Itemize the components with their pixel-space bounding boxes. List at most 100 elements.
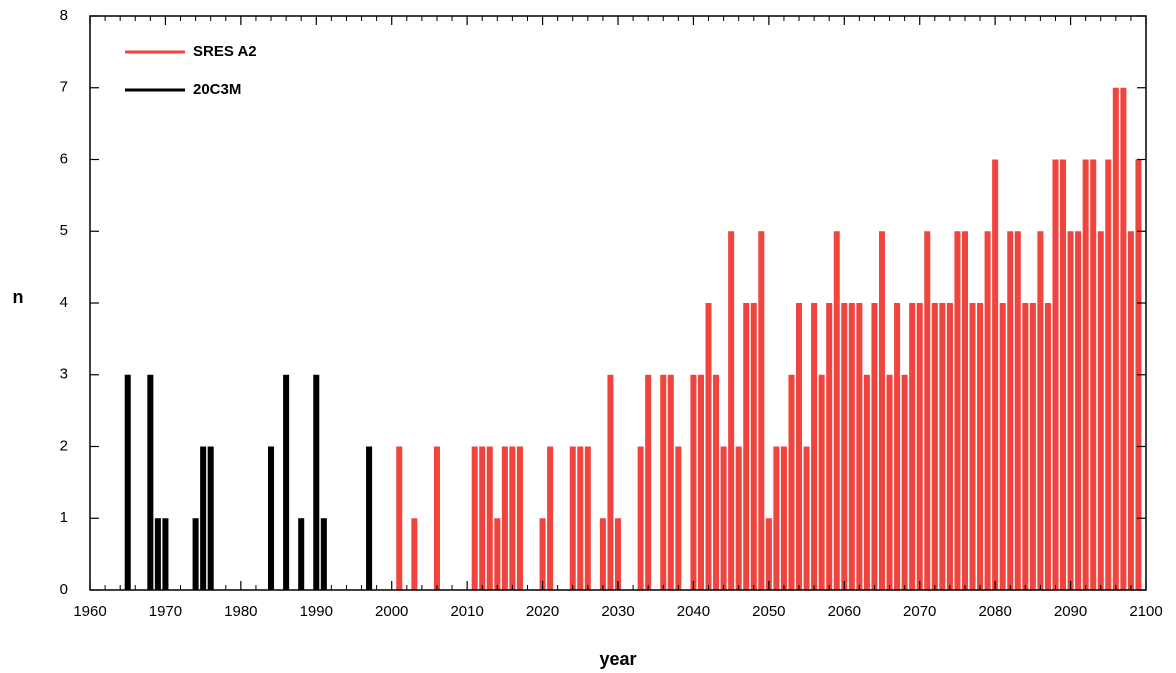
bar: [411, 518, 418, 590]
bar: [1097, 231, 1104, 590]
bar: [811, 303, 818, 590]
bar: [833, 231, 840, 590]
bar: [207, 446, 214, 590]
bar: [984, 231, 991, 590]
bar: [916, 303, 923, 590]
legend-label: 20C3M: [193, 81, 241, 98]
bar: [501, 446, 508, 590]
x-tick-label: 2050: [752, 603, 785, 620]
bar: [954, 231, 961, 590]
bar: [931, 303, 938, 590]
bar: [713, 374, 720, 590]
x-tick-label: 1960: [73, 603, 106, 620]
bar: [614, 518, 622, 590]
bar: [969, 303, 976, 590]
bar: [735, 446, 742, 590]
bar: [471, 446, 478, 590]
bar: [599, 518, 606, 590]
x-tick-label: 2070: [903, 603, 936, 620]
bar: [826, 303, 833, 590]
bar: [494, 518, 501, 590]
y-tick-label: 0: [60, 581, 68, 598]
bar: [577, 446, 584, 590]
bar: [1060, 159, 1067, 590]
bar: [841, 303, 848, 590]
bar: [1090, 159, 1097, 590]
bar: [1052, 159, 1059, 590]
bar: [743, 303, 750, 590]
y-axis-label: n: [13, 287, 24, 307]
x-tick-label: 2020: [526, 603, 559, 620]
bar: [366, 446, 373, 590]
bar: [728, 231, 735, 590]
y-tick-label: 8: [60, 7, 68, 24]
bar: [848, 303, 855, 590]
bar: [283, 374, 290, 590]
bar: [780, 446, 787, 590]
x-tick-label: 1980: [224, 603, 257, 620]
bar: [788, 374, 795, 590]
bar: [1105, 159, 1112, 590]
bar: [675, 446, 682, 590]
bar: [645, 374, 652, 590]
bar: [765, 518, 772, 590]
bar: [946, 303, 953, 590]
bar: [901, 374, 908, 590]
x-tick-label: 2060: [828, 603, 861, 620]
y-tick-label: 1: [60, 509, 68, 526]
x-tick-label: 2000: [375, 603, 408, 620]
bar: [1037, 231, 1044, 590]
y-tick-label: 4: [60, 294, 68, 311]
bar: [516, 446, 523, 590]
bar: [999, 303, 1006, 590]
x-tick-label: 2090: [1054, 603, 1087, 620]
y-tick-label: 2: [60, 437, 68, 454]
bar: [909, 303, 916, 590]
bar: [856, 303, 863, 590]
bar: [1044, 303, 1051, 590]
y-tick-label: 5: [60, 222, 68, 239]
bar: [1007, 231, 1014, 590]
x-tick-label: 2030: [601, 603, 634, 620]
bar: [939, 303, 946, 590]
bar: [871, 303, 878, 590]
bar: [584, 446, 591, 590]
bar: [1067, 231, 1074, 590]
bar: [320, 518, 327, 590]
bar: [924, 231, 931, 590]
bar: [396, 446, 403, 590]
x-tick-label: 2010: [450, 603, 483, 620]
bar: [992, 159, 999, 590]
bar: [720, 446, 727, 590]
bar: [569, 446, 576, 590]
bar: [1120, 87, 1127, 590]
x-tick-label: 2040: [677, 603, 710, 620]
bar: [200, 446, 207, 590]
bar: [539, 518, 546, 590]
bar: [486, 446, 493, 590]
bar: [1014, 231, 1021, 590]
bar: [479, 446, 486, 590]
x-tick-label: 2080: [978, 603, 1011, 620]
bar: [697, 374, 704, 590]
bar: [863, 374, 870, 590]
y-tick-label: 3: [60, 366, 68, 383]
bar: [894, 303, 901, 590]
bar: [637, 446, 644, 590]
bar: [977, 303, 984, 590]
x-axis-label: year: [599, 649, 636, 669]
bar: [1075, 231, 1082, 590]
x-tick-label: 1990: [300, 603, 333, 620]
x-tick-label: 1970: [149, 603, 182, 620]
bar: [705, 303, 712, 590]
legend-label: SRES A2: [193, 43, 257, 60]
bar: [607, 374, 614, 590]
bar: [147, 374, 154, 590]
bar: [667, 374, 674, 590]
bar: [298, 518, 305, 590]
bar: [154, 518, 161, 590]
bar: [192, 518, 199, 590]
bar: [162, 518, 169, 590]
